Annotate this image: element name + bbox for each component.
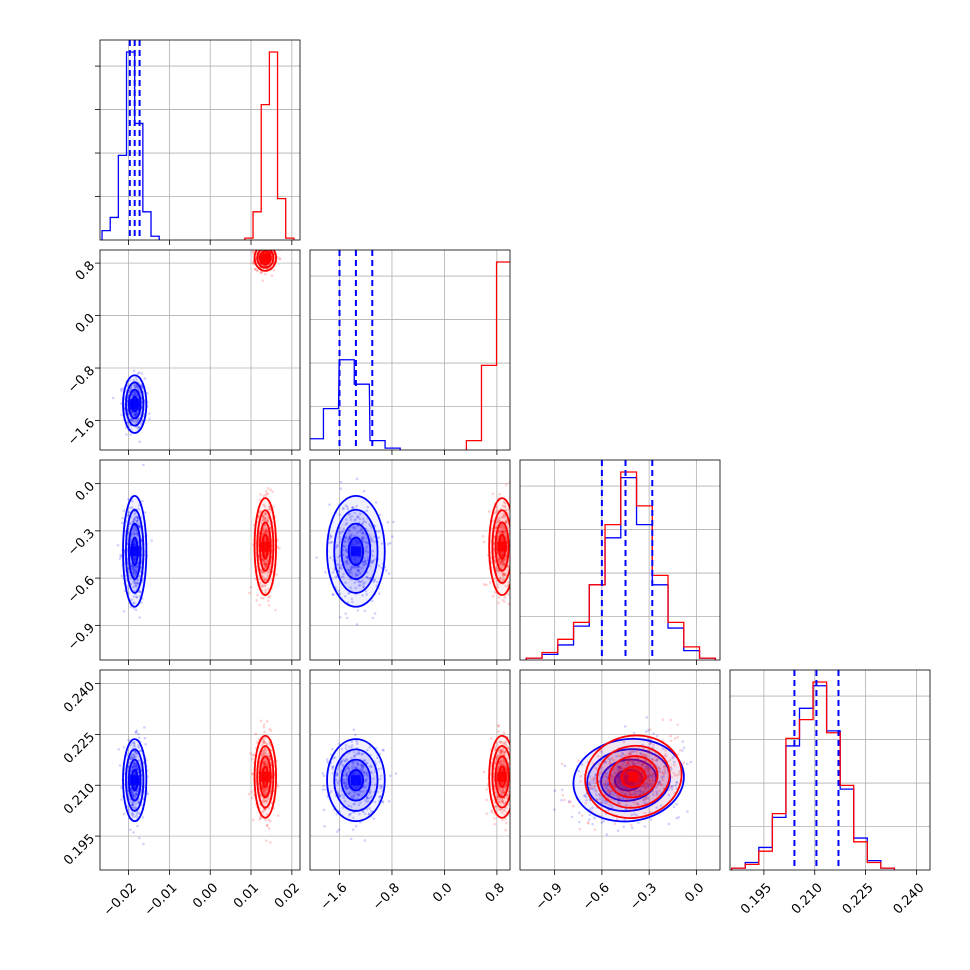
axes-frame: [99, 249, 301, 451]
density-peak: [129, 546, 140, 557]
density-peak: [129, 399, 140, 410]
y-tick-label: −0.6: [65, 574, 98, 607]
x-tick-label: 0.01: [231, 880, 262, 911]
x-tick-label: 0.0: [430, 880, 455, 905]
panel-2-1: [309, 459, 511, 665]
hist-red: [244, 51, 295, 240]
x-tick-label: −0.9: [533, 880, 566, 913]
axes-frame: [519, 669, 721, 871]
density-peak: [350, 546, 361, 557]
axes-frame: [729, 669, 931, 871]
axes-frame: [519, 459, 721, 661]
panel-1-1: [309, 249, 511, 455]
y-tick-label: −0.8: [65, 363, 98, 396]
x-tick-label: 0.225: [840, 880, 877, 917]
x-tick-label: 0.210: [789, 880, 826, 917]
y-tick-label: 0.8: [73, 259, 98, 284]
x-tick-label: −0.3: [627, 880, 660, 913]
y-tick-label: 0.240: [61, 679, 98, 716]
y-tick-label: 0.225: [61, 730, 98, 767]
panel-3-3: [729, 669, 931, 875]
panel-2-0: [95, 459, 301, 665]
x-tick-label: −0.02: [101, 880, 140, 919]
axes-frame: [99, 39, 301, 241]
x-tick-label: 0.00: [190, 880, 221, 911]
x-tick-label: −0.6: [580, 880, 613, 913]
density-peak: [260, 771, 271, 782]
y-tick-label: −1.6: [65, 416, 98, 449]
y-tick-label: −0.9: [65, 621, 98, 654]
y-tick-label: 0.0: [73, 311, 98, 336]
x-tick-label: 0.240: [891, 880, 928, 917]
hist-blue: [310, 359, 401, 450]
hist-red: [731, 681, 896, 870]
axes-frame: [309, 249, 511, 451]
density-peak: [129, 775, 140, 786]
x-tick-label: 0.02: [272, 880, 303, 911]
panel-1-0: [95, 249, 301, 455]
y-tick-label: 0.0: [73, 479, 98, 504]
density-peak: [628, 771, 639, 782]
hist-red: [465, 261, 510, 450]
panel-2-2: [519, 459, 721, 665]
axes-frame: [99, 669, 301, 871]
x-tick-label: 0.0: [682, 880, 707, 905]
y-tick-label: 0.195: [61, 832, 98, 869]
panel-3-1: [309, 669, 511, 875]
axes-frame: [99, 459, 301, 661]
x-tick-label: 0.195: [738, 880, 775, 917]
hist-red: [525, 471, 716, 660]
axes-frame: [309, 669, 511, 871]
y-tick-label: 0.210: [61, 781, 98, 818]
density-peak: [260, 541, 271, 552]
panel-0-0: [95, 39, 301, 245]
density-peak: [497, 541, 508, 552]
panel-3-2: [519, 669, 721, 875]
axes-frame: [309, 459, 511, 661]
x-tick-label: −1.6: [318, 880, 351, 913]
x-tick-label: −0.8: [370, 880, 403, 913]
y-tick-label: −0.3: [65, 526, 98, 559]
density-peak: [497, 771, 508, 782]
density-peak: [260, 252, 271, 263]
density-peak: [350, 775, 361, 786]
x-tick-label: −0.01: [142, 880, 181, 919]
panel-3-0: [95, 669, 301, 875]
x-tick-label: 0.8: [483, 880, 508, 905]
